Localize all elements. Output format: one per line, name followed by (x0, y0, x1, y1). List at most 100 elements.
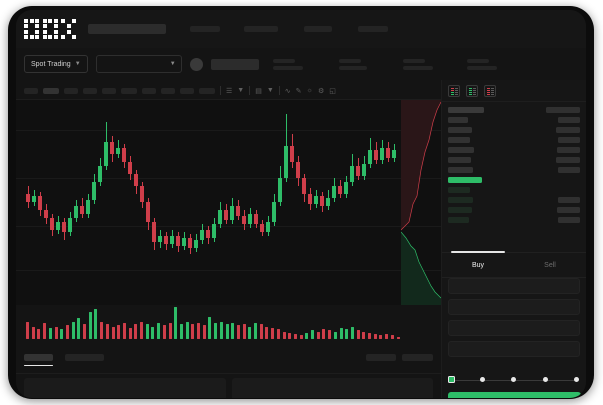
active-tab-underline (450, 251, 506, 253)
order-total-field[interactable] (448, 320, 580, 336)
timeframe-button[interactable] (102, 87, 116, 94)
top-navigation-bar (16, 10, 586, 48)
volume-bar (311, 330, 314, 339)
tab-buy-label: Buy (471, 261, 485, 269)
volume-bar (77, 318, 81, 339)
bottom-panel[interactable] (231, 378, 433, 398)
orderbook-ask-row[interactable] (448, 125, 580, 134)
volume-bar (271, 327, 275, 339)
orderbook-bid-row[interactable] (448, 215, 580, 224)
slider-handle-icon[interactable] (448, 376, 455, 383)
orderbook-header-row[interactable] (448, 105, 580, 114)
order-amount-field[interactable] (448, 299, 580, 315)
nav-item-placeholder[interactable] (244, 26, 278, 32)
timeframe-button[interactable] (199, 87, 215, 94)
bottom-tab-active[interactable] (24, 354, 53, 366)
submit-buy-button[interactable] (448, 392, 581, 398)
nav-item-placeholder[interactable] (358, 26, 388, 32)
indicator-icon[interactable]: ☰ (226, 87, 233, 95)
volume-bar (83, 324, 86, 339)
bottom-tab[interactable] (65, 354, 104, 361)
fullscreen-icon[interactable]: ◱ (329, 87, 336, 95)
volume-bar (43, 323, 47, 339)
timeframe-button[interactable] (121, 87, 137, 94)
orderbook-bid-row[interactable] (448, 195, 580, 204)
volume-bar (208, 316, 212, 339)
bids-only-icon[interactable] (466, 85, 478, 97)
chart-type-icon[interactable]: ▤ (255, 87, 262, 95)
orderbook-ask-row[interactable] (448, 145, 580, 154)
settings-gear-icon[interactable]: ⚙ (317, 87, 325, 95)
order-price-field[interactable] (448, 278, 580, 294)
volume-bar (162, 325, 166, 339)
volume-bar (225, 324, 229, 339)
volume-bar (140, 321, 143, 339)
candlestick-chart[interactable] (16, 100, 441, 305)
okx-pixel-logo-icon[interactable] (24, 18, 76, 40)
slider-stop-dot[interactable] (511, 377, 516, 382)
amount-percent-slider[interactable] (448, 375, 581, 385)
slider-stop-dot[interactable] (480, 377, 485, 382)
chart-gridline (16, 270, 441, 271)
global-search-placeholder[interactable] (88, 24, 166, 34)
volume-bar (31, 326, 35, 339)
chart-gridline (16, 178, 441, 179)
bottom-action-button[interactable] (402, 354, 433, 361)
timeframe-button[interactable] (24, 87, 38, 94)
slider-stop-dot[interactable] (574, 377, 579, 382)
timeframe-button[interactable] (161, 87, 175, 94)
trading-mode-selector[interactable]: Spot Trading ▼ (24, 55, 88, 73)
orderbook-and-order-panel: Buy Sell (441, 80, 586, 398)
orderbook-cell (557, 146, 580, 153)
timeframe-button[interactable] (180, 87, 194, 94)
orderbook-cell (448, 126, 472, 133)
camera-icon[interactable]: ☼ (306, 87, 313, 94)
timeframe-button[interactable] (43, 87, 59, 94)
chevron-down-icon[interactable]: ▼ (237, 87, 245, 94)
orderbook-cell (448, 206, 472, 213)
tab-sell[interactable]: Sell (514, 253, 586, 277)
volume-bar (390, 335, 394, 339)
orderbook-ask-row[interactable] (448, 115, 580, 124)
volume-bar (105, 324, 109, 339)
bottom-panel[interactable] (24, 378, 226, 398)
depth-chart-overlay (401, 100, 441, 305)
timeframe-button[interactable] (83, 87, 97, 94)
nav-item-placeholder[interactable] (304, 26, 332, 32)
slider-stop-dot[interactable] (543, 377, 548, 382)
orderbook-ask-row[interactable] (448, 155, 580, 164)
volume-bar (316, 331, 320, 339)
volume-bar (299, 335, 303, 339)
volume-bar (282, 331, 286, 339)
nav-item-placeholder[interactable] (190, 26, 220, 32)
order-input-fields (442, 278, 586, 362)
orderbook-ask-row[interactable] (448, 135, 580, 144)
volume-bar (117, 325, 121, 339)
tab-buy[interactable]: Buy (442, 251, 514, 277)
orderbook-cell (558, 116, 580, 123)
chevron-down-icon: ▼ (74, 61, 81, 67)
orderbook-current-price-row[interactable] (448, 175, 580, 184)
pencil-icon[interactable]: ✎ (295, 87, 302, 95)
volume-bar (322, 329, 326, 339)
volume-bar (254, 323, 257, 339)
mixed-depth-icon[interactable] (448, 85, 460, 97)
pair-select[interactable]: ▼ (95, 55, 182, 73)
timeframe-button[interactable] (142, 87, 156, 94)
order-extra-field[interactable] (448, 341, 580, 357)
trading-pair-bar: Spot Trading ▼ ▼ (16, 48, 586, 80)
asks-only-icon[interactable] (484, 85, 496, 97)
volume-bar (157, 323, 161, 339)
orderbook-rows[interactable] (442, 102, 586, 224)
orderbook-ask-row[interactable] (448, 165, 580, 174)
volume-bar (88, 311, 92, 339)
bottom-action-button[interactable] (366, 354, 396, 361)
volume-bar (202, 325, 206, 339)
orderbook-bid-row[interactable] (448, 185, 580, 194)
orderbook-bid-row[interactable] (448, 205, 580, 214)
chart-gridline (16, 130, 441, 131)
chevron-down-icon[interactable]: ▼ (266, 87, 274, 94)
timeframe-button[interactable] (64, 87, 78, 94)
toolbar-divider (278, 86, 280, 95)
line-wave-icon[interactable]: ∿ (284, 87, 291, 95)
